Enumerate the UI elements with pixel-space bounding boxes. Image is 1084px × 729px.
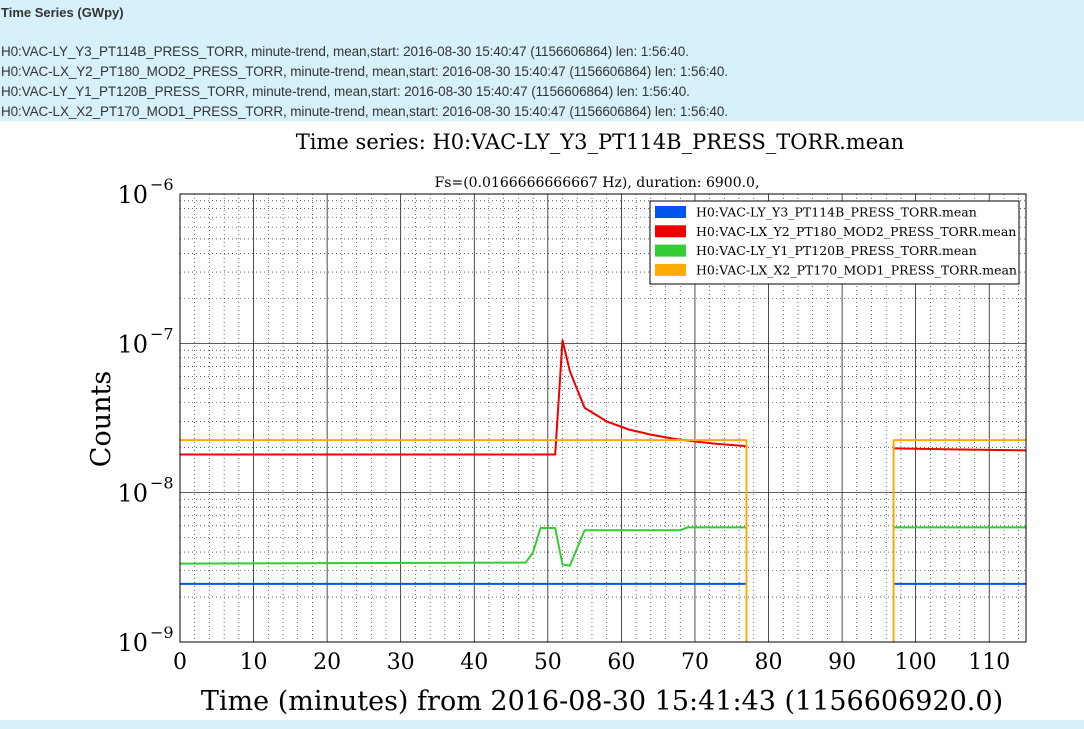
legend-label: H0:VAC-LY_Y1_PT120B_PRESS_TORR.mean [696, 243, 977, 258]
series-line-2 [180, 339, 747, 456]
series-line-4 [180, 439, 748, 642]
x-tick-label: 60 [607, 650, 635, 675]
channel-info-line: H0:VAC-LY_Y3_PT114B_PRESS_TORR, minute-t… [1, 44, 689, 59]
legend-box [649, 200, 1020, 285]
x-tick-label: 0 [173, 650, 187, 675]
legend-swatch [655, 206, 686, 218]
legend-swatch [655, 244, 686, 257]
y-tick-exponent: −7 [150, 324, 174, 343]
x-tick-labels: 0 10 20 30 40 50 60 70 80 90 100 110 [173, 650, 1010, 675]
x-tick-label: 20 [313, 650, 341, 675]
page-title: Time Series (GWpy) [1, 5, 124, 20]
y-tick-label: 10 [117, 480, 148, 508]
y-tick-labels: 10−910−810−710−6 [117, 175, 173, 657]
channel-info-line: H0:VAC-LX_X2_PT170_MOD1_PRESS_TORR, minu… [1, 104, 728, 119]
plot-frame [179, 193, 1027, 643]
y-tick-label: 10 [117, 181, 148, 209]
legend: H0:VAC-LY_Y3_PT114B_PRESS_TORR.mean H0:VA… [649, 200, 1020, 285]
series-layer [179, 339, 1027, 642]
page-footer [0, 720, 1084, 729]
x-tick-label: 40 [460, 650, 488, 675]
x-tick-label: 10 [240, 650, 268, 675]
series-line-2 [893, 447, 1027, 452]
legend-label: H0:VAC-LX_Y2_PT180_MOD2_PRESS_TORR.mean [696, 224, 1016, 239]
x-tick-label: 70 [681, 650, 709, 675]
y-tick-exponent: −9 [150, 623, 174, 642]
y-tick-label: 10 [117, 629, 148, 657]
y-axis-label: Counts [86, 371, 117, 467]
legend-label: H0:VAC-LX_X2_PT170_MOD1_PRESS_TORR.mean [696, 262, 1017, 277]
chart-title: Time series: H0:VAC-LY_Y3_PT114B_PRESS_T… [296, 130, 904, 154]
channel-info-line: H0:VAC-LY_Y1_PT120B_PRESS_TORR, minute-t… [1, 84, 690, 99]
time-series-chart: Time series: H0:VAC-LY_Y3_PT114B_PRESS_T… [86, 130, 1027, 717]
y-tick-exponent: −6 [150, 175, 174, 194]
legend-swatch [655, 225, 686, 238]
series-line-3 [179, 526, 747, 567]
x-tick-label: 110 [968, 650, 1010, 675]
minor-grid [180, 194, 1026, 642]
legend-label: H0:VAC-LY_Y3_PT114B_PRESS_TORR.mean [696, 205, 977, 220]
x-tick-label: 30 [387, 650, 415, 675]
x-axis-label: Time (minutes) from 2016-08-30 15:41:43 … [201, 686, 1003, 717]
page-header: Time Series (GWpy) H0:VAC-LY_Y3_PT114B_P… [0, 0, 1084, 121]
series-line-4 [892, 439, 1026, 642]
chart-subtitle: Fs=(0.0166666666667 Hz), duration: 6900.… [435, 175, 760, 191]
y-tick-label: 10 [117, 330, 148, 358]
legend-swatch [655, 263, 686, 276]
x-tick-label: 80 [755, 650, 783, 675]
x-tick-label: 90 [828, 650, 856, 675]
y-tick-exponent: −8 [150, 474, 174, 493]
x-tick-label: 50 [534, 650, 562, 675]
x-tick-label: 100 [895, 650, 937, 675]
channel-info-line: H0:VAC-LX_Y2_PT180_MOD2_PRESS_TORR, minu… [1, 64, 728, 79]
